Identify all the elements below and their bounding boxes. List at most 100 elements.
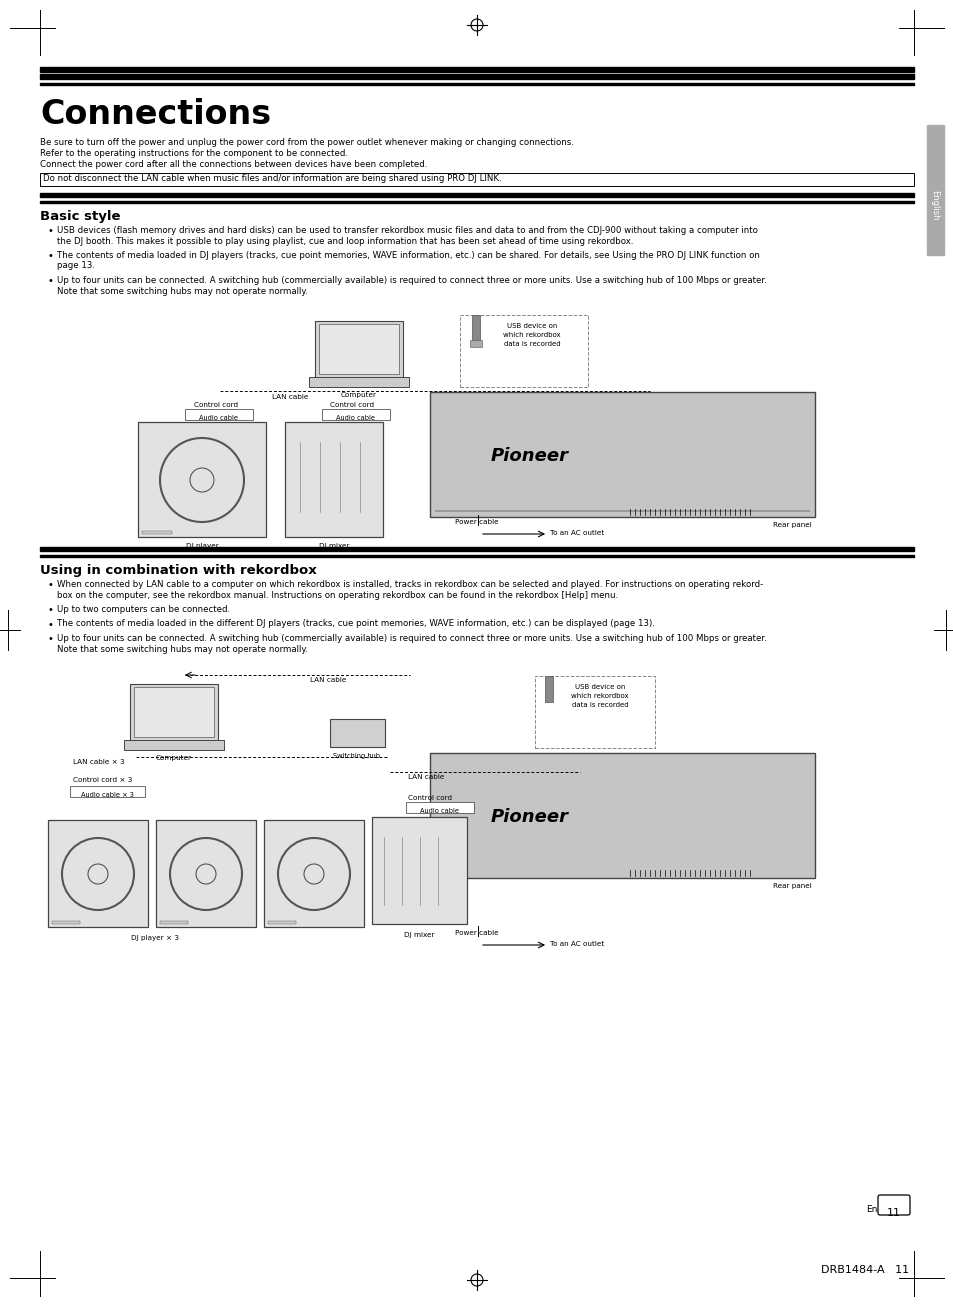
Bar bbox=[160, 921, 188, 925]
Text: Power cable: Power cable bbox=[455, 518, 498, 525]
Text: Connections: Connections bbox=[40, 98, 271, 131]
Text: English: English bbox=[929, 189, 939, 221]
Text: Refer to the operating instructions for the component to be connected.: Refer to the operating instructions for … bbox=[40, 149, 348, 158]
Bar bbox=[185, 409, 253, 421]
Text: •: • bbox=[48, 251, 53, 261]
Text: DJ player: DJ player bbox=[186, 543, 218, 549]
Text: •: • bbox=[48, 226, 53, 236]
Text: Up to two computers can be connected.: Up to two computers can be connected. bbox=[57, 605, 230, 614]
Text: 11: 11 bbox=[886, 1208, 900, 1218]
FancyBboxPatch shape bbox=[877, 1195, 909, 1215]
Text: To an AC outlet: To an AC outlet bbox=[550, 942, 603, 947]
Bar bbox=[318, 324, 398, 374]
Text: Power cable: Power cable bbox=[455, 930, 498, 936]
Text: Do not disconnect the LAN cable when music files and/or information are being sh: Do not disconnect the LAN cable when mus… bbox=[43, 174, 501, 183]
Text: The contents of media loaded in DJ players (tracks, cue point memories, WAVE inf: The contents of media loaded in DJ playe… bbox=[57, 251, 760, 260]
Text: •: • bbox=[48, 633, 53, 644]
Text: The contents of media loaded in the different DJ players (tracks, cue point memo: The contents of media loaded in the diff… bbox=[57, 619, 654, 628]
Bar bbox=[142, 532, 172, 534]
Bar bbox=[48, 820, 148, 927]
Bar bbox=[372, 818, 467, 925]
Bar bbox=[309, 377, 409, 387]
Text: Audio cable: Audio cable bbox=[336, 415, 375, 421]
Bar bbox=[70, 786, 145, 797]
Text: Switching hub: Switching hub bbox=[334, 754, 380, 759]
Text: En: En bbox=[865, 1205, 877, 1215]
Text: the DJ booth. This makes it possible to play using playlist, cue and loop inform: the DJ booth. This makes it possible to … bbox=[57, 236, 633, 246]
Text: DRB1484-A   11: DRB1484-A 11 bbox=[820, 1266, 908, 1275]
Text: Be sure to turn off the power and unplug the power cord from the power outlet wh: Be sure to turn off the power and unplug… bbox=[40, 138, 574, 148]
Text: LAN cable × 3: LAN cable × 3 bbox=[73, 759, 125, 765]
Text: Audio cable: Audio cable bbox=[420, 808, 459, 814]
Text: Audio cable: Audio cable bbox=[199, 415, 238, 421]
Text: Computer: Computer bbox=[156, 755, 192, 761]
Text: •: • bbox=[48, 276, 53, 286]
Bar bbox=[285, 422, 382, 537]
Text: DJ player × 3: DJ player × 3 bbox=[131, 935, 179, 942]
Text: Control cord: Control cord bbox=[408, 795, 452, 801]
Text: Connect the power cord after all the connections between devices have been compl: Connect the power cord after all the con… bbox=[40, 161, 427, 168]
Bar bbox=[124, 741, 224, 750]
Text: Note that some switching hubs may not operate normally.: Note that some switching hubs may not op… bbox=[57, 286, 308, 295]
Bar bbox=[156, 820, 255, 927]
Text: DJ mixer: DJ mixer bbox=[403, 932, 434, 938]
Bar bbox=[40, 193, 913, 197]
Bar bbox=[406, 802, 474, 814]
Text: •: • bbox=[48, 605, 53, 615]
Text: When connected by LAN cable to a computer on which rekordbox is installed, track: When connected by LAN cable to a compute… bbox=[57, 580, 762, 589]
Text: which rekordbox: which rekordbox bbox=[502, 332, 560, 338]
Text: box on the computer, see the rekordbox manual. Instructions on operating rekordb: box on the computer, see the rekordbox m… bbox=[57, 590, 618, 599]
Text: Control cord: Control cord bbox=[193, 402, 238, 407]
Bar bbox=[40, 201, 913, 202]
Text: USB devices (flash memory drives and hard disks) can be used to transfer rekordb: USB devices (flash memory drives and har… bbox=[57, 226, 757, 235]
Bar bbox=[435, 511, 809, 512]
Text: Audio cable × 3: Audio cable × 3 bbox=[80, 791, 133, 798]
Bar bbox=[430, 392, 814, 517]
Text: LAN cable: LAN cable bbox=[408, 774, 444, 780]
Text: Up to four units can be connected. A switching hub (commercially available) is r: Up to four units can be connected. A swi… bbox=[57, 276, 766, 285]
Bar bbox=[40, 74, 913, 78]
Bar bbox=[314, 321, 402, 379]
Bar bbox=[459, 315, 587, 387]
Text: Computer: Computer bbox=[340, 392, 376, 398]
Text: data is recorded: data is recorded bbox=[571, 703, 628, 708]
Bar bbox=[40, 172, 913, 185]
Text: •: • bbox=[48, 580, 53, 590]
Bar bbox=[133, 687, 213, 737]
Text: Up to four units can be connected. A switching hub (commercially available) is r: Up to four units can be connected. A swi… bbox=[57, 633, 766, 643]
Bar bbox=[926, 125, 943, 255]
Bar bbox=[40, 555, 913, 556]
Bar bbox=[322, 409, 390, 421]
Bar bbox=[535, 677, 655, 748]
Bar bbox=[470, 340, 481, 347]
Bar bbox=[330, 720, 385, 747]
Text: Control cord: Control cord bbox=[330, 402, 374, 407]
Text: Note that some switching hubs may not operate normally.: Note that some switching hubs may not op… bbox=[57, 644, 308, 653]
Text: Rear panel: Rear panel bbox=[773, 522, 811, 528]
Text: Rear panel: Rear panel bbox=[773, 883, 811, 889]
Text: Basic style: Basic style bbox=[40, 210, 120, 223]
Text: Pioneer: Pioneer bbox=[491, 447, 568, 465]
Text: USB device on: USB device on bbox=[506, 323, 557, 329]
Text: •: • bbox=[48, 619, 53, 629]
Bar bbox=[40, 67, 913, 72]
Bar bbox=[268, 921, 295, 925]
Bar bbox=[544, 677, 553, 703]
Text: USB device on: USB device on bbox=[575, 684, 624, 690]
Bar bbox=[40, 84, 913, 85]
Bar bbox=[138, 422, 266, 537]
Bar bbox=[430, 754, 814, 878]
Text: Using in combination with rekordbox: Using in combination with rekordbox bbox=[40, 564, 316, 577]
Text: To an AC outlet: To an AC outlet bbox=[550, 530, 603, 535]
Bar bbox=[264, 820, 364, 927]
Text: Pioneer: Pioneer bbox=[491, 808, 568, 825]
Text: data is recorded: data is recorded bbox=[503, 341, 559, 347]
Text: Control cord × 3: Control cord × 3 bbox=[73, 777, 132, 784]
Text: LAN cable: LAN cable bbox=[310, 677, 346, 683]
Text: page 13.: page 13. bbox=[57, 261, 95, 270]
Bar bbox=[130, 684, 218, 742]
Text: DJ mixer: DJ mixer bbox=[318, 543, 349, 549]
Text: LAN cable: LAN cable bbox=[272, 394, 308, 400]
Bar bbox=[472, 315, 479, 341]
Text: which rekordbox: which rekordbox bbox=[571, 693, 628, 699]
